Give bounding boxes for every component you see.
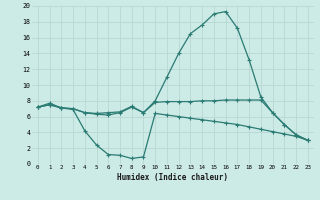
X-axis label: Humidex (Indice chaleur): Humidex (Indice chaleur) [117, 173, 228, 182]
